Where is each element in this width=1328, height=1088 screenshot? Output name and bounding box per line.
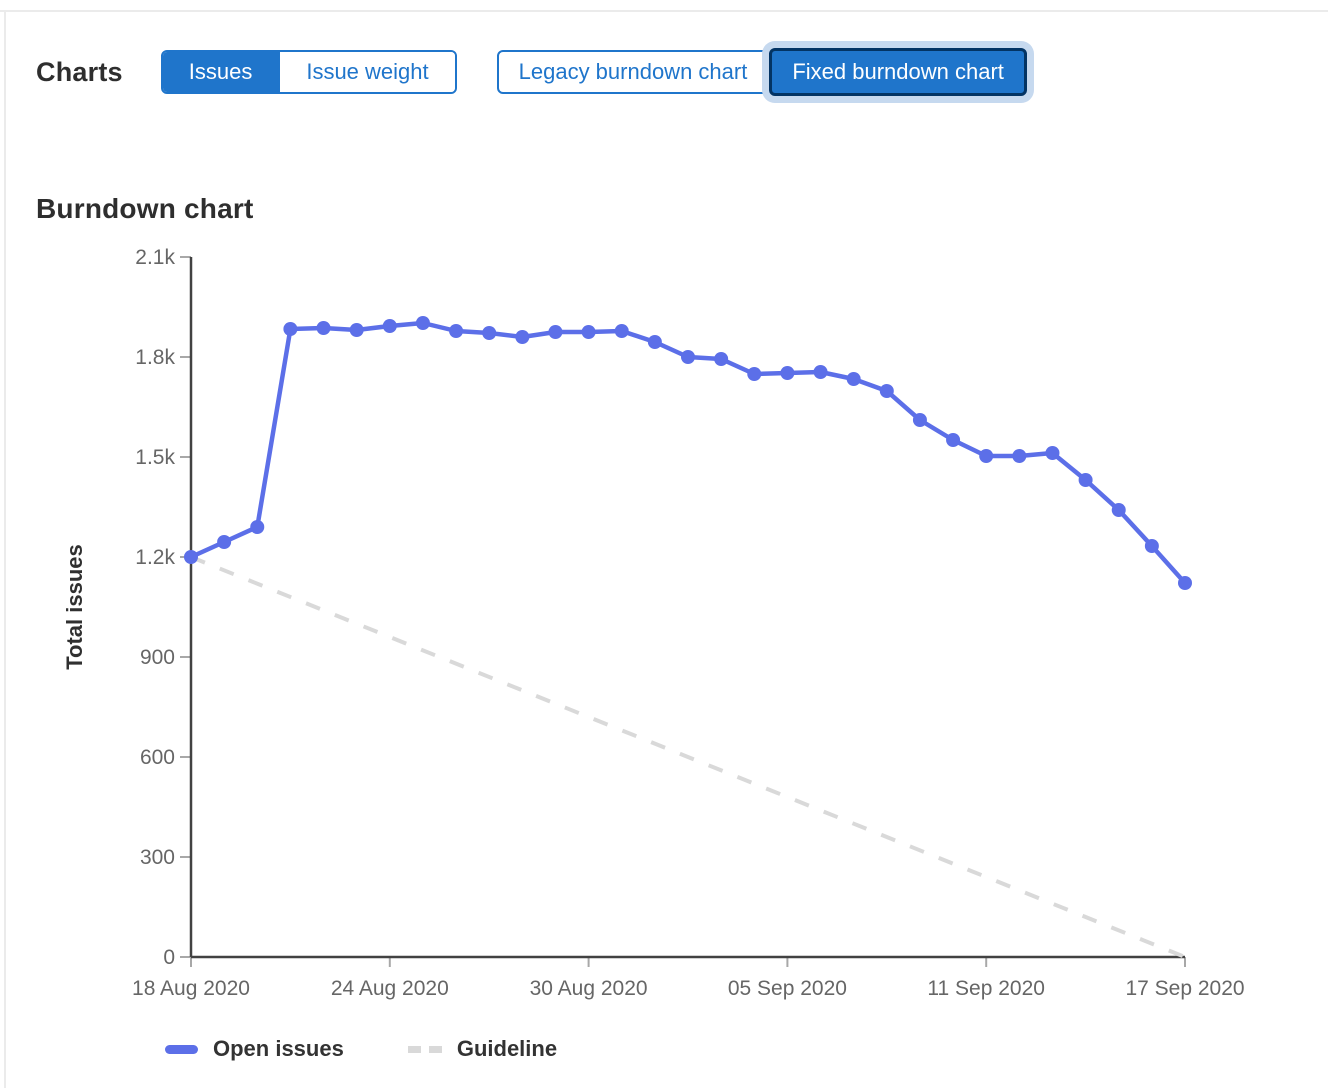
chart-point[interactable] xyxy=(946,433,961,447)
y-tick-label: 900 xyxy=(140,646,175,669)
y-tick-label: 600 xyxy=(140,746,175,769)
burndown-chart-canvas[interactable]: 0 300 600 900 1.2k 1.5k 1.8k 2.1k 18 Aug 2020 24 … xyxy=(0,240,1328,1020)
chart-point[interactable] xyxy=(614,324,629,338)
chart-point[interactable] xyxy=(747,367,762,381)
x-tick-label: 05 Sep 2020 xyxy=(728,977,847,1000)
chart-point[interactable] xyxy=(879,384,894,398)
guideline-swatch xyxy=(407,1045,442,1053)
guideline-series-line xyxy=(190,555,1186,959)
y-tick-label: 1.5k xyxy=(135,446,175,469)
chart-point[interactable] xyxy=(681,350,695,364)
chart-point[interactable] xyxy=(316,321,331,335)
charts-label: Charts xyxy=(36,56,123,87)
chart-point[interactable] xyxy=(581,325,596,339)
legend-guideline-label: Guideline xyxy=(456,1036,558,1061)
y-tick-label: 0 xyxy=(163,946,175,969)
chart-point[interactable] xyxy=(515,330,530,344)
x-tick-label: 17 Sep 2020 xyxy=(1125,977,1244,1000)
chart-point[interactable] xyxy=(1045,446,1060,460)
chart-point[interactable] xyxy=(1178,576,1192,590)
chart-point[interactable] xyxy=(1144,539,1159,553)
y-tick-label: 1.2k xyxy=(135,546,175,569)
legend-open-issues-label: Open issues xyxy=(213,1036,344,1061)
chart-point[interactable] xyxy=(184,550,198,564)
y-axis-title: Total issues xyxy=(62,544,87,670)
chart-point[interactable] xyxy=(415,316,430,330)
y-tick-label: 300 xyxy=(140,846,175,869)
chart-point[interactable] xyxy=(813,365,828,379)
page-title: Burndown chart xyxy=(36,193,254,225)
chart-point[interactable] xyxy=(714,352,729,366)
chart-point[interactable] xyxy=(217,535,232,549)
x-tick-label: 30 Aug 2020 xyxy=(530,977,648,1000)
chart-point[interactable] xyxy=(382,319,397,333)
chart-point[interactable] xyxy=(349,323,364,337)
open-issues-swatch xyxy=(165,1044,198,1054)
chart-point[interactable] xyxy=(283,322,298,336)
chart-point[interactable] xyxy=(780,366,795,380)
y-tick-label: 2.1k xyxy=(135,246,175,269)
chart-type-toggle-group: Legacy burndown chart Fixed burndown cha… xyxy=(496,48,1027,96)
panel-left-border xyxy=(4,10,6,1088)
charts-toolbar: Charts Issues Issue weight Legacy burndo… xyxy=(36,48,1027,96)
chart-legend: Open issues Guideline xyxy=(165,1036,557,1062)
metric-toggle-group: Issues Issue weight xyxy=(160,50,457,94)
chart-point[interactable] xyxy=(979,449,994,463)
legend-item-guideline[interactable]: Guideline xyxy=(407,1036,558,1062)
y-tick-label: 1.8k xyxy=(135,346,175,369)
chart-point[interactable] xyxy=(846,372,861,386)
issue-weight-tab-button[interactable]: Issue weight xyxy=(278,52,455,92)
chart-point[interactable] xyxy=(482,326,497,340)
chart-point[interactable] xyxy=(250,520,265,534)
chart-point[interactable] xyxy=(912,413,927,427)
chart-point[interactable] xyxy=(647,335,662,349)
chart-point[interactable] xyxy=(548,325,563,339)
x-tick-label: 11 Sep 2020 xyxy=(927,977,1045,1000)
chart-point[interactable] xyxy=(1012,449,1027,463)
legend-item-open-issues[interactable]: Open issues xyxy=(165,1036,344,1062)
x-tick-label: 18 Aug 2020 xyxy=(132,977,250,1000)
chart-point[interactable] xyxy=(1078,473,1093,487)
chart-point[interactable] xyxy=(1111,503,1126,517)
legacy-burndown-chart-button[interactable]: Legacy burndown chart xyxy=(496,50,770,94)
issues-tab-button[interactable]: Issues xyxy=(162,52,279,92)
x-tick-label: 24 Aug 2020 xyxy=(331,977,449,1000)
fixed-burndown-chart-button[interactable]: Fixed burndown chart xyxy=(769,48,1027,96)
panel-top-border xyxy=(0,10,1328,12)
chart-point[interactable] xyxy=(449,324,464,338)
